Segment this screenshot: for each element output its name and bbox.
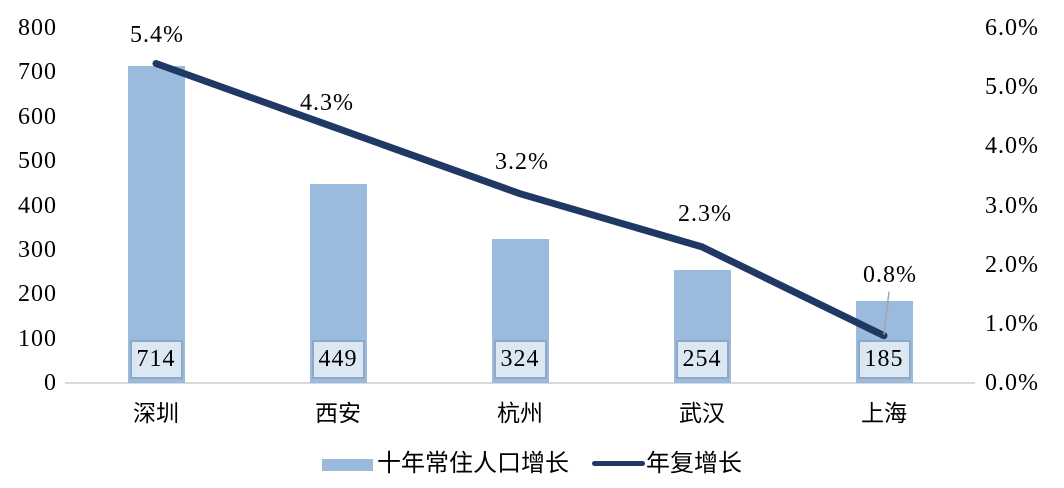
secondary-y-axis-tick-label: 3.0% [985,192,1039,219]
y-axis-tick-label: 0 [44,370,57,396]
line-data-label: 4.3% [300,89,354,116]
category-label: 杭州 [497,401,543,426]
line-data-label: 0.8% [863,261,917,288]
secondary-y-axis-tick-label: 1.0% [985,310,1039,337]
bar-value-label-box: 714 [129,340,183,379]
bar [127,66,185,383]
legend-label-bar-series: 十年常住人口增长 [377,451,569,477]
bar-value-label-box: 324 [493,340,547,379]
bar-value-label: 254 [682,346,722,372]
y-axis-tick-label: 500 [18,148,57,175]
legend-line-swatch [592,461,645,466]
category-label: 西安 [315,401,361,426]
y-axis-tick-label: 700 [18,59,57,86]
bar-value-label-box: 254 [675,340,729,379]
bar-value-label: 449 [318,346,358,372]
line-data-label: 2.3% [678,200,732,227]
category-label: 上海 [861,401,907,426]
line-data-label: 5.4% [130,21,184,48]
bar-value-label-box: 185 [857,340,911,379]
secondary-y-axis-tick-label: 2.0% [985,251,1039,278]
y-axis-tick-label: 400 [18,192,57,219]
y-axis-tick-label: 300 [18,236,57,263]
line-data-label: 3.2% [495,148,549,175]
secondary-y-axis-tick-label: 0.0% [985,370,1039,396]
y-axis-tick-label: 100 [18,325,57,352]
bar-value-label: 714 [136,346,176,372]
secondary-y-axis-tick-label: 4.0% [985,133,1039,160]
secondary-y-axis-tick-label: 6.0% [985,15,1039,41]
y-axis-tick-label: 200 [18,281,57,308]
legend-label-line-series: 年复增长 [646,451,742,477]
category-label: 深圳 [133,401,179,426]
category-label: 武汉 [679,401,725,426]
x-axis-line [65,382,975,384]
bar-value-label-box: 449 [311,340,365,379]
y-axis-tick-label: 800 [18,15,57,41]
legend-bar-swatch [322,459,373,471]
secondary-y-axis-tick-label: 5.0% [985,74,1039,101]
bar-value-label: 185 [864,346,904,372]
bar-value-label: 324 [500,346,540,372]
y-axis-tick-label: 600 [18,103,57,130]
